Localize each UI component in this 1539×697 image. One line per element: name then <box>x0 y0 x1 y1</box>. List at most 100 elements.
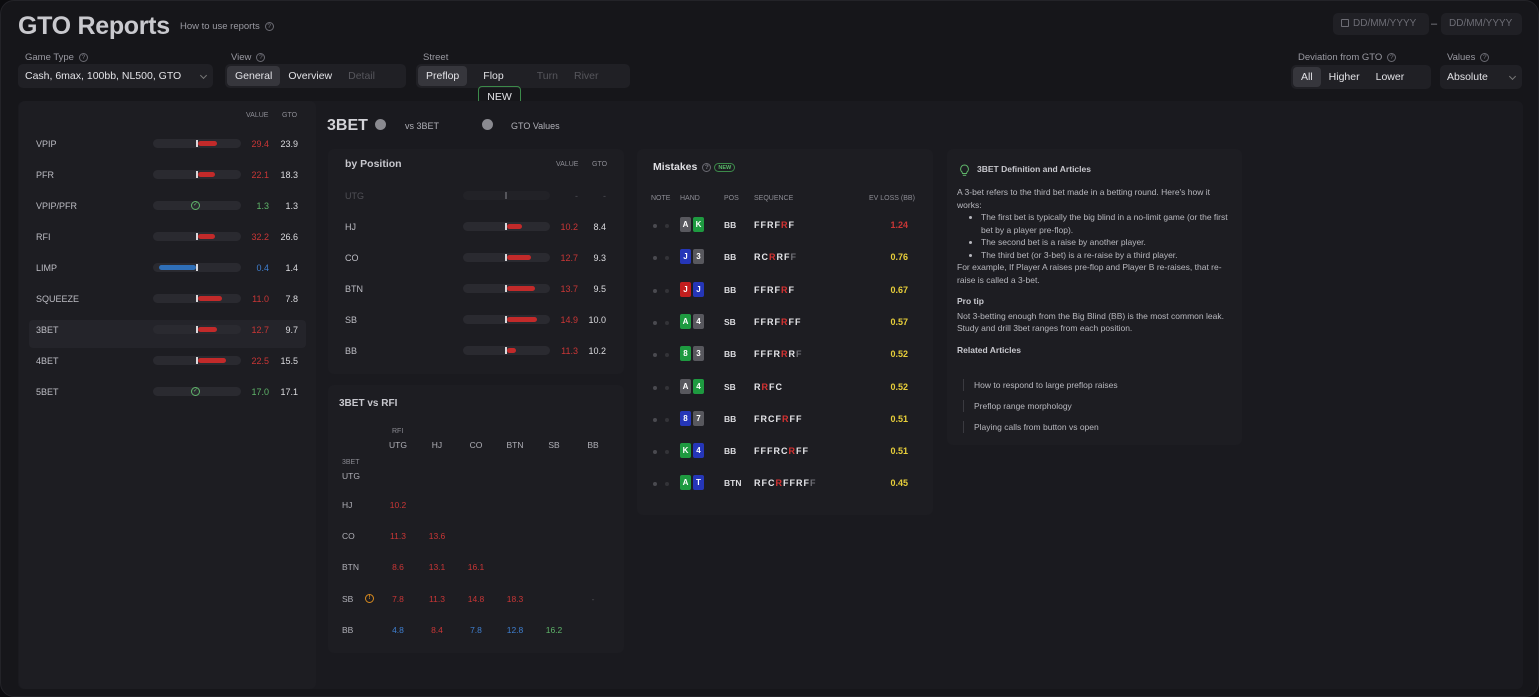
playing-card: A <box>680 378 691 394</box>
deviation-all-tab[interactable]: All <box>1293 67 1321 87</box>
playing-card: T <box>693 475 704 491</box>
by-position-panel: by Position VALUE GTO UTG - - HJ 10.2 8.4 CO 12… <box>328 149 624 374</box>
stat-value: 1.3 <box>256 201 269 211</box>
check-icon: ✓ <box>191 387 200 396</box>
matrix-cell[interactable]: - <box>591 594 595 604</box>
matrix-cell[interactable]: 16.2 <box>545 625 563 635</box>
matrix-cell[interactable]: 11.3 <box>390 531 406 541</box>
note-dot[interactable] <box>653 256 657 261</box>
game-type-select[interactable]: Cash, 6max, 100bb, NL500, GTO <box>18 64 213 88</box>
page-title: GTO Reports <box>18 12 170 40</box>
sequence-part: FFFR <box>754 349 781 360</box>
date-separator: – <box>1431 18 1438 30</box>
deviation-higher-tab[interactable]: Higher <box>1328 71 1360 83</box>
matrix-cell[interactable]: 13.1 <box>428 562 446 572</box>
stat-gto: 15.5 <box>280 356 298 366</box>
note-dot[interactable] <box>653 288 657 293</box>
note-dot[interactable] <box>665 417 669 422</box>
note-dot[interactable] <box>653 417 657 422</box>
matrix-cell[interactable]: 7.8 <box>392 594 404 604</box>
stat-value: 29.4 <box>251 139 269 149</box>
stat-gto: 23.9 <box>280 139 298 149</box>
3bet-caption: 3BET <box>342 459 360 466</box>
note-dot[interactable] <box>653 482 657 487</box>
mistakes-title: Mistakes? NEW <box>653 161 736 173</box>
article-link[interactable]: Playing calls from button vs open <box>963 421 1099 433</box>
stat-gto: 1.4 <box>285 263 298 273</box>
note-dot[interactable] <box>653 353 657 358</box>
street-flop-tab[interactable]: Flop NEW <box>467 66 529 106</box>
date-from-input[interactable]: DD/MM/YYYY <box>1333 13 1429 35</box>
note-dot[interactable] <box>665 385 669 390</box>
action-sequence: FFFRRRF <box>754 349 803 359</box>
note-dot[interactable] <box>665 450 669 455</box>
sequence-part: RFC <box>754 478 776 489</box>
value-header: VALUE <box>556 161 579 168</box>
date-to-input[interactable]: DD/MM/YYYY <box>1441 13 1522 35</box>
check-icon: ✓ <box>191 201 200 210</box>
gto-marker <box>505 316 507 323</box>
values-select[interactable]: Absolute <box>1440 65 1522 89</box>
position-name: HJ <box>345 222 356 232</box>
deviation-bar <box>153 325 241 334</box>
sequence-part: FFRF <box>783 478 810 489</box>
position-name: BB <box>345 346 358 356</box>
matrix-cell[interactable]: 18.3 <box>506 594 524 604</box>
help-icon: ? <box>256 52 266 62</box>
stat-gto: 1.3 <box>285 201 298 211</box>
matrix-row-header: BB <box>342 625 354 635</box>
gto-marker <box>505 347 507 354</box>
matrix-cell[interactable]: 8.6 <box>392 562 404 572</box>
matrix-cell[interactable]: 8.4 <box>431 625 443 635</box>
street-segmented: Preflop Flop NEW Turn River <box>416 64 630 106</box>
matrix-cell[interactable]: 14.8 <box>467 594 485 604</box>
playing-card: J <box>680 281 691 297</box>
view-overview-tab[interactable]: Overview <box>288 70 333 82</box>
playing-card: A <box>680 313 691 329</box>
matrix-cell[interactable]: 4.8 <box>392 625 404 635</box>
matrix-cell[interactable]: 7.8 <box>470 625 482 635</box>
playing-card: 4 <box>693 378 704 394</box>
note-dot[interactable] <box>653 224 657 228</box>
note-dot[interactable] <box>653 320 657 325</box>
view-general-tab[interactable]: General <box>227 66 281 86</box>
stat-row[interactable] <box>29 320 306 348</box>
matrix-cell[interactable]: 13.6 <box>428 531 446 541</box>
note-dot[interactable] <box>665 224 669 228</box>
street-preflop-tab[interactable]: Preflop <box>418 66 468 86</box>
mistakes-title-text: Mistakes <box>653 161 698 173</box>
how-to-link[interactable]: How to use reports? <box>180 21 274 32</box>
higher-fill <box>198 141 218 146</box>
note-dot[interactable] <box>665 288 669 293</box>
matrix-cell[interactable]: 12.8 <box>506 625 524 635</box>
gto-values-toggle[interactable] <box>482 119 493 130</box>
article-link[interactable]: Preflop range morphology <box>963 400 1072 412</box>
note-dot[interactable] <box>665 353 669 358</box>
article-link[interactable]: How to respond to large preflop raises <box>963 379 1118 391</box>
matrix-col-header: CO <box>469 440 483 450</box>
sequence-part: F <box>788 220 795 230</box>
matrix-cell[interactable]: 10.2 <box>389 500 407 510</box>
stat-name: PFR <box>36 170 54 180</box>
note-dot[interactable] <box>665 320 669 325</box>
note-dot[interactable] <box>653 385 657 390</box>
position-gto: - <box>603 191 606 201</box>
note-dot[interactable] <box>653 450 657 455</box>
sequence-part: RC <box>754 252 769 263</box>
matrix-cell[interactable]: 16.1 <box>467 562 485 572</box>
deviation-lower-tab[interactable]: Lower <box>1375 71 1405 83</box>
stat-value: 17.0 <box>251 387 269 397</box>
street-river-tab[interactable]: River <box>573 70 599 82</box>
matrix-col-header: BTN <box>506 440 524 450</box>
note-dot[interactable] <box>665 256 669 261</box>
sequence-header: SEQUENCE <box>754 195 794 202</box>
playing-card: J <box>693 281 704 297</box>
stat-gto: 26.6 <box>280 232 298 242</box>
deviation-bar <box>153 263 241 272</box>
view-detail-tab[interactable]: Detail <box>348 70 375 82</box>
street-turn-tab[interactable]: Turn <box>536 70 558 82</box>
gto-marker <box>196 264 198 271</box>
matrix-cell[interactable]: 11.3 <box>429 594 445 604</box>
vs3bet-toggle[interactable] <box>375 119 386 130</box>
note-dot[interactable] <box>665 482 669 487</box>
